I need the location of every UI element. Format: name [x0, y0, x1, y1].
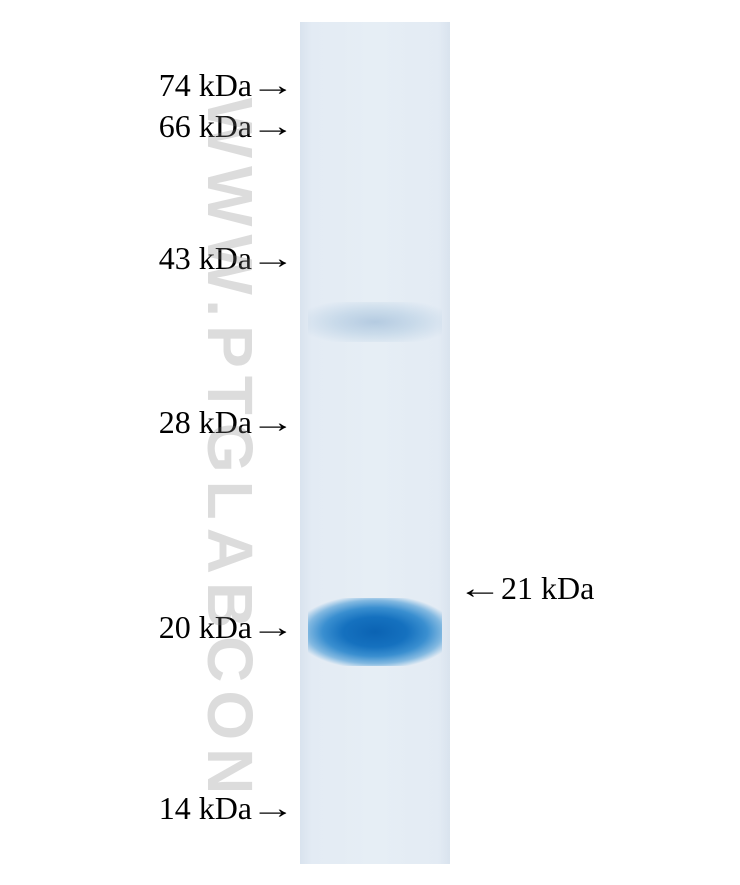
ladder-label-66: 66 kDa →: [159, 108, 288, 145]
ladder-label-28: 28 kDa →: [159, 404, 288, 441]
ladder-text: 74 kDa: [159, 67, 252, 104]
band-main-21kda: [308, 598, 442, 666]
ladder-text: 20 kDa: [159, 609, 252, 646]
result-text: 21 kDa: [501, 570, 594, 607]
arrow-right-icon: →: [251, 71, 296, 101]
arrow-right-icon: →: [251, 613, 296, 643]
ladder-label-43: 43 kDa →: [159, 240, 288, 277]
ladder-label-14: 14 kDa →: [159, 790, 288, 827]
ladder-label-74: 74 kDa →: [159, 67, 288, 104]
watermark-text: WWW.PTGLABCON: [193, 98, 267, 803]
gel-figure: 74 kDa → 66 kDa → 43 kDa → 28 kDa → 20 k…: [0, 0, 740, 885]
arrow-right-icon: →: [251, 794, 296, 824]
gel-lane: [300, 22, 450, 864]
arrow-right-icon: →: [251, 112, 296, 142]
ladder-text: 14 kDa: [159, 790, 252, 827]
arrow-right-icon: →: [251, 408, 296, 438]
band-faint-43kda: [308, 302, 442, 342]
arrow-right-icon: →: [251, 244, 296, 274]
arrow-left-icon: ←: [458, 574, 503, 604]
result-label-21: ← 21 kDa: [465, 570, 594, 607]
ladder-text: 28 kDa: [159, 404, 252, 441]
ladder-text: 43 kDa: [159, 240, 252, 277]
ladder-text: 66 kDa: [159, 108, 252, 145]
ladder-label-20: 20 kDa →: [159, 609, 288, 646]
